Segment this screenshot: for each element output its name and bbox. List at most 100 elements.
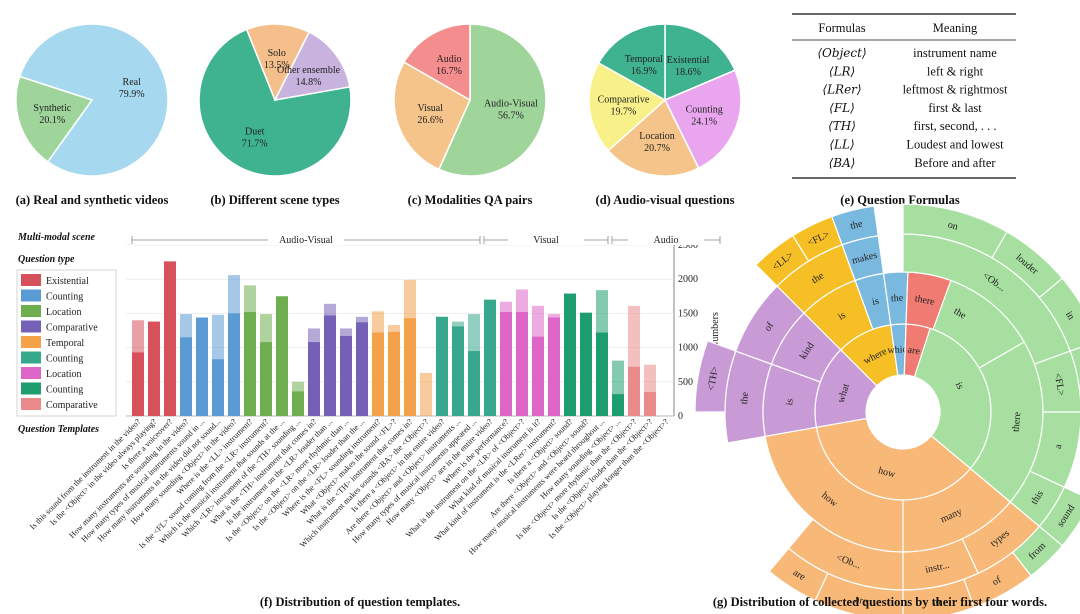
sunburst-word: the [849, 218, 864, 232]
table-meaning: Loudest and lowest [906, 138, 1004, 152]
bar-dark [548, 317, 560, 416]
bar-dark [628, 366, 640, 416]
pie-slice-real [18, 23, 169, 177]
bar-dark [532, 336, 544, 416]
legend-swatch [21, 351, 41, 364]
pie-label: Existential [667, 55, 710, 66]
sunburst-segment [831, 205, 879, 246]
sunburst-word: instr... [924, 560, 951, 576]
pie-label: Real [123, 77, 142, 88]
bar-dark [276, 296, 288, 416]
y-tick-label: 2500 [678, 240, 698, 251]
bar-dark [324, 315, 336, 416]
pie-value: 71.7% [242, 139, 268, 150]
bar-dark [644, 392, 656, 416]
bar-dark [212, 359, 224, 416]
legend-label: Counting [46, 385, 83, 396]
side-label: Question type [18, 254, 75, 265]
bar-dark [356, 322, 368, 416]
legend-swatch [21, 336, 41, 348]
sunburst-word: <TH> [706, 365, 721, 392]
y-axis-label: Numbers [710, 312, 721, 349]
pie-value: 26.6% [417, 115, 443, 126]
legend-swatch [21, 305, 41, 317]
pie-slice-comparative [588, 61, 667, 152]
table-header: Formulas [818, 21, 865, 35]
legend-label: Location [46, 307, 82, 318]
sunburst-chart: ishowwhatwherewhicharethetheremanyhowisk… [694, 203, 1080, 614]
caption: (f) Distribution of question templates. [260, 595, 460, 609]
pie-value: 16.7% [436, 66, 462, 77]
pie-slice-audio [403, 23, 471, 102]
pie-slice-visual [393, 61, 471, 171]
pie-slice-synthetic [15, 75, 94, 163]
bar-dark [436, 316, 448, 416]
pie-value: 13.5% [264, 60, 290, 71]
table-meaning: first, second, . . . [914, 119, 997, 133]
bar-dark [180, 337, 192, 416]
legend-swatch [21, 367, 41, 379]
pie-value: 20.1% [39, 115, 65, 126]
bar-dark [260, 342, 272, 416]
legend-label: Counting [46, 354, 83, 365]
bar-light [420, 372, 432, 416]
pie-label: Synthetic [33, 103, 71, 114]
sunburst-word: there [914, 293, 936, 308]
sunburst-segment [902, 578, 975, 614]
pie-slice-other-ensemble [273, 31, 351, 101]
legend-label: Counting [46, 292, 83, 303]
legend-label: Temporal [46, 338, 84, 349]
sunburst-word: a [1053, 443, 1065, 450]
pie-slice-duet [198, 28, 352, 177]
table-formula: ⟨LRer⟩ [822, 83, 861, 97]
y-tick-label: 2000 [678, 274, 698, 285]
bar-dark [372, 332, 384, 416]
pie-label: Comparative [598, 95, 650, 106]
bar-dark [564, 293, 576, 416]
caption: (c) Modalities QA pairs [408, 193, 533, 207]
pie-label: Temporal [625, 54, 663, 65]
group-label-bg [268, 233, 344, 245]
sunburst-word: <FL> [1052, 372, 1067, 397]
pie-value: 20.7% [644, 143, 670, 154]
caption: (b) Different scene types [210, 193, 339, 207]
table-formula: ⟨LL⟩ [829, 138, 854, 152]
bar-dark [452, 326, 464, 416]
bar-dark [132, 352, 144, 416]
group-label: Audio [654, 235, 679, 246]
sunburst-word: on [947, 219, 960, 232]
bar-dark [484, 299, 496, 416]
caption: (d) Audio-visual questions [596, 193, 735, 207]
caption: (e) Question Formulas [840, 193, 960, 207]
formula-table: Formulas Meaning ⟨Object⟩ instrument name ⟨L… [792, 13, 1016, 179]
pie-value: 56.7% [498, 111, 524, 122]
group-label: Audio-Visual [279, 235, 333, 246]
sunburst-segment [694, 340, 737, 413]
pie-slice-temporal [597, 23, 666, 102]
bar-dark [340, 335, 352, 416]
table-meaning: first & last [928, 101, 982, 115]
bar-dark [612, 394, 624, 416]
table-formula: ⟨BA⟩ [829, 156, 856, 170]
bar-dark [228, 313, 240, 416]
y-tick-label: 0 [678, 411, 683, 422]
sunburst-word: is [784, 398, 796, 406]
table-formula: ⟨TH⟩ [828, 119, 856, 133]
pie-value: 79.9% [119, 89, 145, 100]
legend-label: Comparative [46, 400, 98, 411]
legend-swatch [21, 274, 41, 286]
legend-swatch [21, 382, 41, 395]
bar-dark [292, 391, 304, 416]
pie-label: Solo [268, 48, 286, 59]
pie-value: 16.9% [631, 66, 657, 77]
group-label: Visual [533, 235, 559, 246]
sunburst-word: are [907, 344, 921, 357]
legend-label: Existential [46, 276, 89, 287]
y-tick-label: 1000 [678, 343, 698, 354]
bar-dark [580, 312, 592, 416]
legend-label: Comparative [46, 323, 98, 334]
